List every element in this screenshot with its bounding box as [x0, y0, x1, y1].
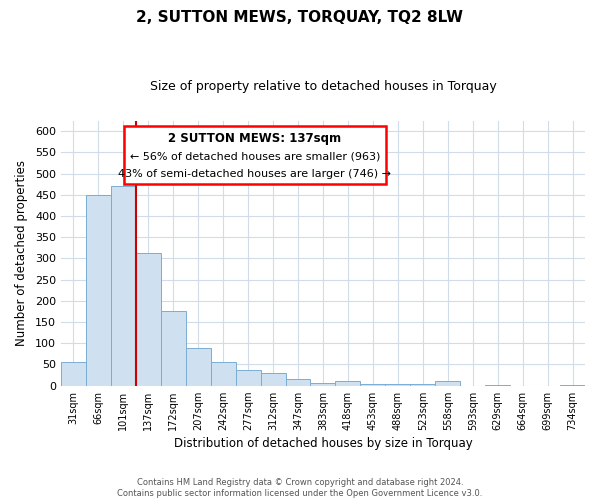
X-axis label: Distribution of detached houses by size in Torquay: Distribution of detached houses by size … — [173, 437, 472, 450]
Text: 2, SUTTON MEWS, TORQUAY, TQ2 8LW: 2, SUTTON MEWS, TORQUAY, TQ2 8LW — [137, 10, 464, 25]
Bar — [260, 373, 286, 386]
Bar — [310, 382, 335, 386]
Bar — [335, 382, 361, 386]
Bar — [385, 384, 410, 386]
Bar — [111, 186, 136, 386]
Y-axis label: Number of detached properties: Number of detached properties — [15, 160, 28, 346]
Text: 43% of semi-detached houses are larger (746) →: 43% of semi-detached houses are larger (… — [118, 168, 391, 178]
Text: Contains HM Land Registry data © Crown copyright and database right 2024.
Contai: Contains HM Land Registry data © Crown c… — [118, 478, 482, 498]
Bar — [435, 382, 460, 386]
Bar — [485, 385, 510, 386]
Bar — [61, 362, 86, 386]
Text: 2 SUTTON MEWS: 137sqm: 2 SUTTON MEWS: 137sqm — [168, 132, 341, 145]
Title: Size of property relative to detached houses in Torquay: Size of property relative to detached ho… — [149, 80, 496, 93]
Bar — [86, 195, 111, 386]
Bar — [560, 385, 585, 386]
Text: ← 56% of detached houses are smaller (963): ← 56% of detached houses are smaller (96… — [130, 151, 380, 161]
Bar — [410, 384, 435, 386]
Bar — [211, 362, 236, 386]
Bar — [286, 380, 310, 386]
Bar — [236, 370, 260, 386]
Bar — [161, 312, 186, 386]
FancyBboxPatch shape — [124, 126, 386, 184]
Bar — [361, 384, 385, 386]
Bar — [136, 254, 161, 386]
Bar — [186, 348, 211, 386]
